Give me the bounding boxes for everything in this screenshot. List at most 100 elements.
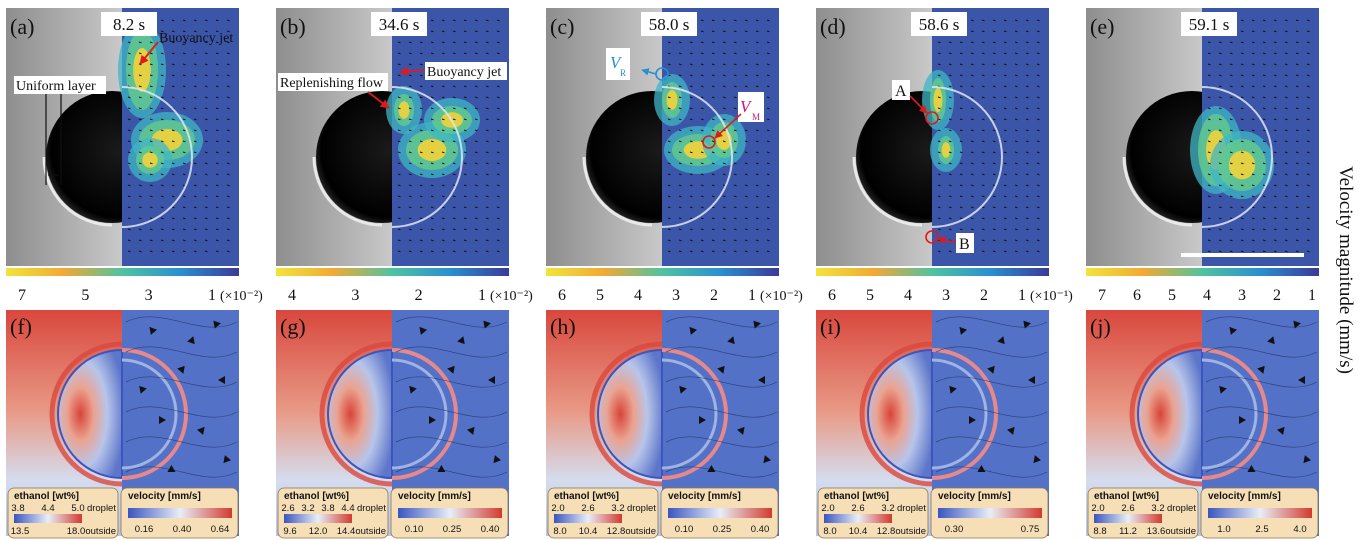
vector-arrow (992, 85, 996, 88)
vector-arrow (1295, 118, 1299, 121)
vector-arrow (474, 228, 478, 231)
vector-arrow (1207, 195, 1211, 198)
vector-arrow (1036, 30, 1040, 33)
velocity-colorbar (398, 508, 502, 518)
vector-arrow (733, 74, 737, 77)
vector-arrow (1284, 85, 1288, 88)
ethanol-colorbar (284, 514, 352, 523)
vector-arrow (1251, 239, 1255, 242)
streamlines (125, 316, 238, 508)
vector-arrow (992, 195, 996, 198)
flow-arrowhead (429, 416, 436, 424)
vector-arrow (430, 96, 434, 99)
vector-arrow (981, 52, 985, 55)
ethanol-tick-outside: 10.4 (579, 526, 598, 537)
vector-arrow (1251, 41, 1255, 44)
vector-arrow (970, 129, 974, 132)
vector-arrow (722, 151, 726, 154)
droplet-interface (391, 86, 463, 228)
vector-arrow (959, 52, 963, 55)
vector-arrow (1251, 217, 1255, 220)
vector-arrow (1306, 118, 1310, 121)
vector-arrow (1240, 239, 1244, 242)
vector-arrow (992, 162, 996, 165)
vector-arrow (700, 30, 704, 33)
vector-arrow (948, 173, 952, 176)
vector-arrow (722, 63, 726, 66)
vector-arrow (1295, 140, 1299, 143)
vector-arrow (992, 151, 996, 154)
flow-arrowhead (679, 385, 687, 394)
vector-arrow (959, 173, 963, 176)
vector-arrow (452, 250, 456, 253)
time-stamp: 59.1 s (1189, 15, 1230, 34)
vector-arrow (689, 52, 693, 55)
vector-arrow (485, 184, 489, 187)
vector-arrow (397, 118, 401, 121)
vector-field (397, 19, 500, 253)
flow-arrowhead (1239, 416, 1246, 424)
vector-arrow (452, 96, 456, 99)
velocity-tick: 0.40 (173, 524, 192, 535)
vector-arrow (171, 184, 175, 187)
label-box (278, 73, 388, 91)
vector-arrow (970, 96, 974, 99)
vector-arrow (215, 96, 219, 99)
annotation-vm: V (740, 97, 753, 116)
vector-arrow (127, 107, 131, 110)
colorbar-unit: (×10⁻²) (490, 289, 533, 304)
vector-arrow (992, 96, 996, 99)
vector-arrow (1240, 217, 1244, 220)
vector-arrow (937, 250, 941, 253)
velocity-tick: 0.25 (443, 524, 462, 535)
vector-arrow (496, 250, 500, 253)
vector-arrow (733, 140, 737, 143)
vector-arrow (1240, 52, 1244, 55)
vector-arrow (970, 107, 974, 110)
vector-arrow (474, 52, 478, 55)
panel-label: (b) (280, 14, 306, 39)
vector-arrow (948, 63, 952, 66)
streamline (1205, 436, 1318, 448)
vector-arrow (733, 228, 737, 231)
vector-arrow (700, 250, 704, 253)
vector-arrow (667, 107, 671, 110)
vector-arrow (485, 107, 489, 110)
vector-arrow (744, 19, 748, 22)
vector-arrow (1014, 217, 1018, 220)
vector-arrow (463, 206, 467, 209)
vector-arrow (171, 52, 175, 55)
flow-arrowhead (218, 376, 225, 384)
vector-arrow (678, 85, 682, 88)
vector-arrow (171, 19, 175, 22)
vector-arrow (1036, 52, 1040, 55)
vector-arrow (766, 151, 770, 154)
vector-arrow (1218, 151, 1222, 154)
vector-arrow (182, 63, 186, 66)
outside-label: outside (85, 526, 116, 537)
bottom-panel-3: (h) ethanol [wt%]2.0 2.6 3.2 droplet 8.0 10.4 1… (546, 310, 779, 539)
vector-arrow (171, 41, 175, 44)
vector-arrow (1229, 173, 1233, 176)
flow-arrowhead (213, 320, 221, 329)
vector-arrow (397, 184, 401, 187)
vector-arrow (127, 118, 131, 121)
vector-arrow (226, 217, 230, 220)
vector-arrow (1262, 118, 1266, 121)
vector-arrow (722, 140, 726, 143)
vector-arrow (700, 173, 704, 176)
boundary-layer (319, 341, 393, 487)
vector-arrow (226, 184, 230, 187)
vector-arrow (678, 217, 682, 220)
vector-arrow (127, 217, 131, 220)
vector-arrow (1240, 129, 1244, 132)
colorbar-tick: 7 (18, 287, 26, 304)
vector-arrow (485, 96, 489, 99)
vector-arrow (226, 206, 230, 209)
vector-arrow (463, 250, 467, 253)
vector-arrow (441, 162, 445, 165)
flow-arrowhead (197, 426, 205, 435)
vector-arrow (474, 151, 478, 154)
vector-arrow (496, 107, 500, 110)
vector-arrow (1003, 228, 1007, 231)
